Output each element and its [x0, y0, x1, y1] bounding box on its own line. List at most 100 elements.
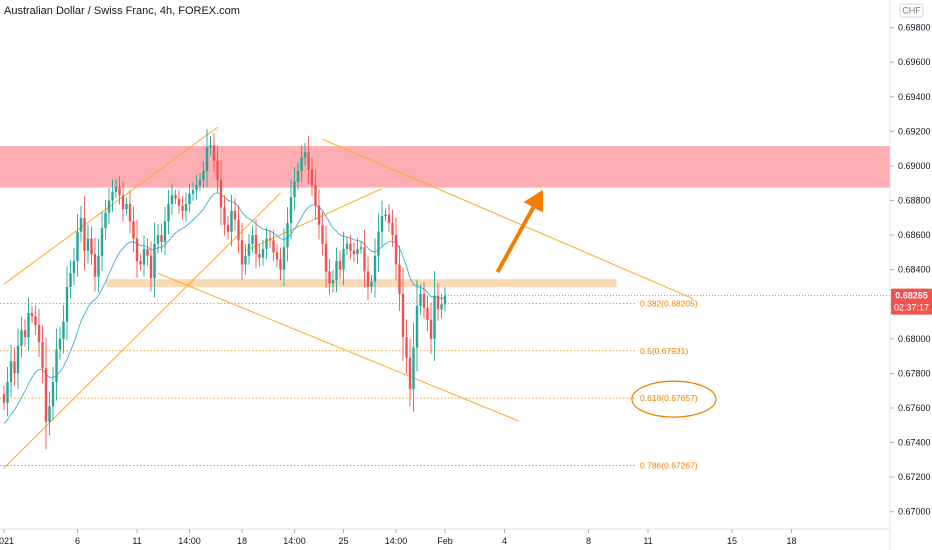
candle-body[interactable] — [44, 368, 48, 422]
candle-body[interactable] — [65, 286, 69, 322]
candle-body[interactable] — [391, 223, 394, 236]
candle-body[interactable] — [370, 281, 373, 287]
candle-body[interactable] — [275, 252, 279, 260]
candle-body[interactable] — [51, 382, 55, 407]
candle-body[interactable] — [384, 214, 387, 217]
candle-body[interactable] — [398, 264, 401, 294]
candle-body[interactable] — [293, 181, 296, 198]
candle-body[interactable] — [184, 203, 188, 211]
candle-body[interactable] — [303, 152, 307, 158]
candle-body[interactable] — [6, 382, 9, 403]
candle-body[interactable] — [261, 248, 265, 258]
candle-body[interactable] — [198, 179, 202, 185]
candle-body[interactable] — [202, 171, 205, 180]
candle-body[interactable] — [128, 203, 132, 222]
candle-body[interactable] — [394, 235, 398, 265]
candle-body[interactable] — [156, 235, 160, 244]
candle-body[interactable] — [419, 293, 422, 306]
candle-body[interactable] — [163, 221, 167, 243]
candle-body[interactable] — [79, 217, 83, 232]
candle-body[interactable] — [20, 330, 23, 346]
candle-body[interactable] — [125, 203, 128, 210]
candle-body[interactable] — [146, 248, 149, 256]
candle-body[interactable] — [401, 293, 405, 338]
candle-body[interactable] — [366, 271, 370, 287]
candle-body[interactable] — [338, 261, 342, 270]
candle-body[interactable] — [380, 216, 384, 232]
candle-body[interactable] — [41, 342, 44, 369]
candle-body[interactable] — [2, 394, 6, 403]
candle-body[interactable] — [265, 238, 268, 249]
candle-body[interactable] — [254, 235, 258, 255]
candle-body[interactable] — [443, 295, 447, 305]
candle-body[interactable] — [230, 210, 233, 232]
candle-body[interactable] — [205, 146, 209, 172]
candle-body[interactable] — [433, 295, 436, 339]
candle-body[interactable] — [349, 243, 352, 251]
candle-body[interactable] — [429, 319, 433, 339]
candle-body[interactable] — [153, 243, 156, 279]
candle-body[interactable] — [233, 210, 237, 220]
candle-body[interactable] — [335, 261, 338, 281]
candle-body[interactable] — [114, 186, 118, 192]
candle-body[interactable] — [436, 295, 440, 310]
candle-body[interactable] — [174, 195, 177, 199]
candle-body[interactable] — [310, 169, 314, 185]
currency-badge[interactable] — [899, 3, 924, 18]
candle-body[interactable] — [223, 207, 226, 225]
candle-body[interactable] — [387, 214, 391, 224]
candle-body[interactable] — [373, 255, 377, 282]
candle-body[interactable] — [408, 357, 412, 389]
candle-body[interactable] — [328, 271, 331, 284]
candle-body[interactable] — [209, 145, 212, 147]
candle-body[interactable] — [27, 312, 30, 338]
candle-body[interactable] — [37, 325, 41, 343]
candle-body[interactable] — [93, 254, 97, 277]
candle-body[interactable] — [188, 193, 191, 204]
candle-body[interactable] — [307, 152, 310, 170]
candle-body[interactable] — [76, 231, 79, 262]
candle-body[interactable] — [100, 228, 104, 256]
candle-body[interactable] — [240, 240, 244, 265]
candle-body[interactable] — [34, 316, 37, 326]
candle-body[interactable] — [191, 190, 195, 194]
candle-body[interactable] — [135, 238, 139, 262]
candle-body[interactable] — [83, 217, 86, 251]
candle-body[interactable] — [72, 261, 76, 274]
candle-body[interactable] — [352, 250, 356, 255]
candle-body[interactable] — [132, 221, 135, 239]
candle-body[interactable] — [237, 219, 240, 241]
candle-body[interactable] — [16, 345, 20, 374]
candle-body[interactable] — [279, 259, 282, 270]
candle-body[interactable] — [149, 255, 153, 279]
candle-body[interactable] — [324, 243, 328, 272]
candle-body[interactable] — [363, 247, 366, 272]
candle-body[interactable] — [359, 247, 363, 249]
candle-body[interactable] — [247, 243, 251, 256]
candle-body[interactable] — [412, 347, 415, 389]
candle-body[interactable] — [219, 179, 223, 208]
candle-body[interactable] — [111, 191, 114, 201]
candle-body[interactable] — [426, 307, 429, 320]
time-scale[interactable]: 2021 6 11 14:00 18 14:00 25 14:00 Feb 4 8 11 15 18 — [0, 529, 797, 546]
candle-body[interactable] — [244, 255, 247, 265]
candle-body[interactable] — [321, 224, 324, 244]
candle-body[interactable] — [296, 171, 300, 182]
candle-body[interactable] — [118, 186, 121, 196]
candle-body[interactable] — [9, 361, 13, 383]
candle-body[interactable] — [104, 212, 107, 229]
candle-body[interactable] — [317, 205, 321, 225]
candle-body[interactable] — [86, 238, 90, 251]
candle-body[interactable] — [216, 160, 219, 180]
candle-body[interactable] — [167, 203, 170, 222]
candle-body[interactable] — [282, 247, 286, 270]
candle-body[interactable] — [160, 235, 163, 243]
candle-body[interactable] — [289, 197, 293, 224]
candle-body[interactable] — [195, 184, 198, 191]
candles-layer[interactable] — [2, 128, 447, 450]
candle-body[interactable] — [300, 157, 303, 172]
candle-body[interactable] — [177, 198, 181, 206]
candle-body[interactable] — [97, 255, 100, 277]
candle-body[interactable] — [415, 305, 419, 348]
